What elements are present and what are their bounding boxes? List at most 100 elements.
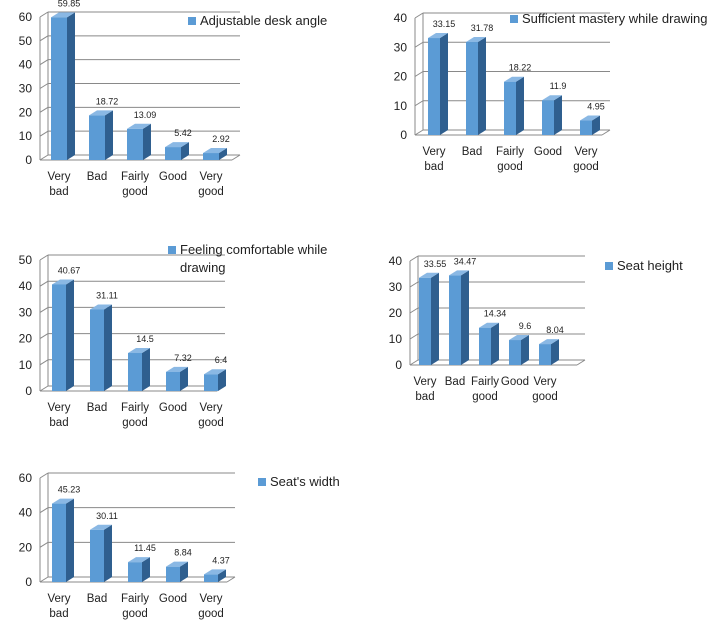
x-tick-label: Very — [533, 376, 556, 388]
bar-top — [90, 524, 112, 530]
bar-side — [142, 557, 150, 582]
gridline-depth — [414, 129, 424, 136]
bar-side — [181, 142, 189, 160]
gridline-depth — [414, 12, 424, 19]
bar — [90, 529, 104, 582]
bar — [51, 17, 67, 161]
legend-swatch — [258, 478, 266, 486]
bar-side — [592, 115, 600, 135]
bar-top — [52, 279, 74, 285]
bar-side — [66, 498, 74, 582]
bar-top — [428, 33, 448, 39]
data-label: 18.72 — [96, 96, 119, 106]
legend-swatch — [510, 15, 518, 23]
gridline-depth — [39, 154, 49, 161]
bar-top — [128, 557, 150, 563]
chart-sufficient-mastery: 0 10 20 30 40 33.15 Very bad 31.78 Bad 18.22 Fairly… — [394, 11, 708, 173]
bar — [165, 147, 181, 160]
x-tick-label: good — [122, 608, 148, 620]
bar-side — [551, 339, 559, 365]
data-label: 59.85 — [58, 0, 81, 8]
bar-side — [143, 123, 151, 160]
legend-swatch — [168, 246, 176, 254]
x-tick-label: good — [198, 186, 224, 198]
bar-top — [51, 12, 75, 18]
x-tick-label: good — [497, 161, 523, 173]
y-tick-label: 50 — [19, 34, 33, 48]
y-tick-label: 40 — [394, 11, 408, 25]
x-tick-label: Very — [199, 593, 222, 605]
x-tick-label: good — [122, 186, 148, 198]
x-tick-label: bad — [49, 608, 68, 620]
legend-label: Sufficient mastery while drawing — [522, 11, 707, 26]
gridline-depth — [409, 359, 419, 366]
x-tick-label: Bad — [87, 171, 107, 183]
x-tick-label: bad — [415, 391, 434, 403]
gridline-depth — [414, 41, 424, 48]
data-label: 18.22 — [509, 63, 532, 73]
y-tick-label: 20 — [389, 306, 403, 320]
bar — [580, 120, 592, 135]
chart-feeling-comfortable: 0 10 20 30 40 50 40.67 Very bad 31.11 Bad 14.5 Fairl… — [19, 242, 328, 429]
x-tick-label: good — [198, 608, 224, 620]
data-label: 4.95 — [587, 102, 605, 112]
x-tick-label: Fairly — [496, 146, 524, 158]
bar — [90, 309, 104, 391]
y-tick-label: 20 — [19, 332, 33, 346]
x-tick-label: Bad — [87, 593, 107, 605]
bar-top — [539, 339, 559, 345]
data-label: 14.5 — [136, 334, 154, 344]
bar — [479, 327, 491, 365]
bar — [52, 284, 66, 391]
bar-side — [218, 369, 226, 391]
data-label: 34.47 — [454, 256, 477, 266]
y-tick-label: 0 — [25, 384, 32, 398]
gridline-depth — [39, 11, 49, 18]
bar-top — [128, 348, 150, 354]
x-tick-label: Very — [199, 402, 222, 414]
y-tick-label: 10 — [19, 129, 33, 143]
bar — [89, 115, 105, 160]
gridline-depth — [39, 359, 49, 366]
data-label: 11.9 — [550, 81, 567, 91]
x-tick-label: Good — [534, 146, 562, 158]
x-tick-label: good — [122, 417, 148, 429]
data-label: 33.15 — [433, 19, 456, 29]
x-axis-depth — [231, 154, 241, 161]
data-label: 14.34 — [484, 309, 507, 319]
bar-top — [580, 115, 600, 121]
x-tick-label: Very — [413, 376, 436, 388]
gridline-depth — [39, 130, 49, 137]
x-tick-label: Very — [199, 171, 222, 183]
gridline-depth — [39, 280, 49, 287]
bar-top — [504, 76, 524, 82]
bar — [52, 503, 66, 582]
y-tick-label: 30 — [389, 280, 403, 294]
data-label: 8.84 — [174, 548, 192, 558]
bar-top — [204, 369, 226, 375]
bar-top — [204, 569, 226, 575]
bar-top — [419, 272, 439, 278]
data-label: 11.45 — [134, 543, 156, 553]
bar-side — [461, 270, 469, 365]
bar-side — [180, 366, 188, 391]
x-tick-label: Very — [47, 593, 70, 605]
x-tick-label: Very — [47, 402, 70, 414]
bar-top — [166, 561, 188, 567]
bar-top — [166, 366, 188, 372]
y-tick-label: 20 — [19, 540, 33, 554]
bar — [509, 340, 521, 365]
bar — [203, 153, 219, 160]
gridline-depth — [39, 472, 49, 479]
bar-top — [479, 322, 499, 328]
bar — [128, 562, 142, 582]
bar — [466, 42, 478, 135]
chart-adjustable-desk-angle: 0 10 20 30 40 50 60 59.85 Very bad 18.72 Bad 13.09 Fa… — [19, 0, 328, 198]
bar-side — [105, 110, 113, 160]
data-label: 33.55 — [424, 259, 447, 269]
data-label: 9.6 — [519, 321, 532, 331]
bar — [504, 81, 516, 135]
x-tick-label: good — [198, 417, 224, 429]
x-tick-label: Very — [47, 171, 70, 183]
y-tick-label: 0 — [400, 128, 407, 142]
